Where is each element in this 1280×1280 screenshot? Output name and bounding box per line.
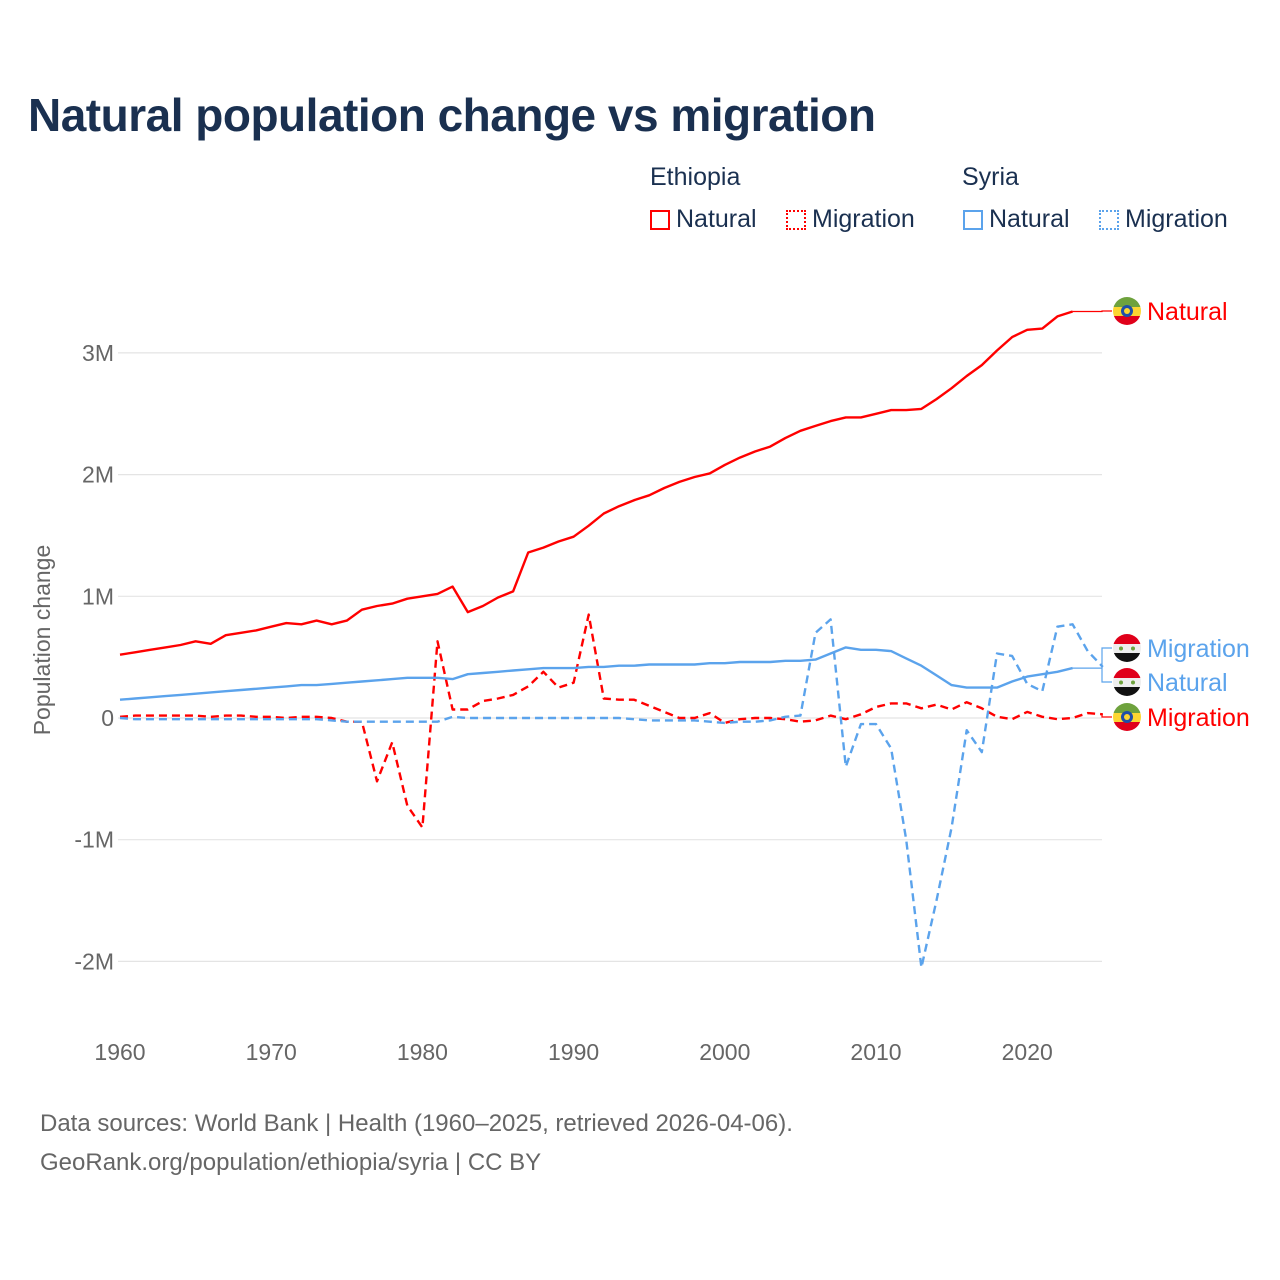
series-end-label: Migration: [1147, 704, 1250, 732]
source-line-2[interactable]: GeoRank.org/population/ethiopia/syria | …: [40, 1149, 542, 1176]
y-tick-label: 2M: [82, 462, 114, 488]
series-line-ethiopia-natural: [119, 310, 1073, 656]
x-tick-label: 1970: [246, 1039, 297, 1065]
label-leader-line: [1101, 647, 1112, 668]
legend-label: Migration: [1125, 205, 1228, 233]
y-tick-label: 3M: [82, 340, 114, 366]
x-tick-label: 2020: [1002, 1039, 1053, 1065]
series-line-syria-migration: [119, 618, 1104, 969]
x-tick-label: 1980: [397, 1039, 448, 1065]
legend-swatch-dotted: [786, 209, 806, 230]
source-line-1: Data sources: World Bank | Health (1960–…: [40, 1110, 793, 1137]
ethiopia-flag-icon: [1113, 703, 1141, 731]
legend-label: Natural: [989, 205, 1070, 233]
legend-syria-natural[interactable]: Natural: [963, 205, 1070, 234]
legend-syria-migration[interactable]: Migration: [1099, 205, 1228, 234]
y-tick-label: 1M: [82, 583, 114, 609]
legend-group-syria: Syria: [962, 163, 1019, 191]
series-line-syria-natural: [119, 646, 1073, 701]
legend-swatch-solid: [963, 209, 983, 230]
legend-ethiopia-migration[interactable]: Migration: [786, 205, 915, 234]
legend-group-ethiopia: Ethiopia: [650, 163, 741, 191]
label-leader-line: [1072, 310, 1112, 313]
legend-label: Natural: [676, 205, 757, 233]
syria-flag-icon: [1113, 634, 1141, 662]
x-tick-label: 2000: [699, 1039, 750, 1065]
label-leader-line: [1072, 667, 1112, 683]
series-end-label: Natural: [1147, 669, 1228, 697]
series-end-label: Natural: [1147, 298, 1228, 326]
x-tick-label: 2010: [850, 1039, 901, 1065]
legend-swatch-dotted: [1099, 209, 1119, 230]
y-tick-label: 0: [101, 705, 114, 731]
label-leader-line: [1101, 713, 1112, 718]
syria-flag-icon: [1113, 668, 1141, 696]
legend-ethiopia-natural[interactable]: Natural: [650, 205, 757, 234]
chart-title: Natural population change vs migration: [28, 89, 876, 141]
legend-swatch-solid: [650, 209, 670, 230]
y-axis-label: Population change: [29, 545, 55, 736]
ethiopia-flag-icon: [1113, 297, 1141, 325]
series-end-label: Migration: [1147, 635, 1250, 663]
x-tick-label: 1960: [94, 1039, 145, 1065]
legend-label: Migration: [812, 205, 915, 233]
y-tick-label: -1M: [74, 827, 114, 853]
x-tick-label: 1990: [548, 1039, 599, 1065]
y-tick-label: -2M: [74, 948, 114, 974]
